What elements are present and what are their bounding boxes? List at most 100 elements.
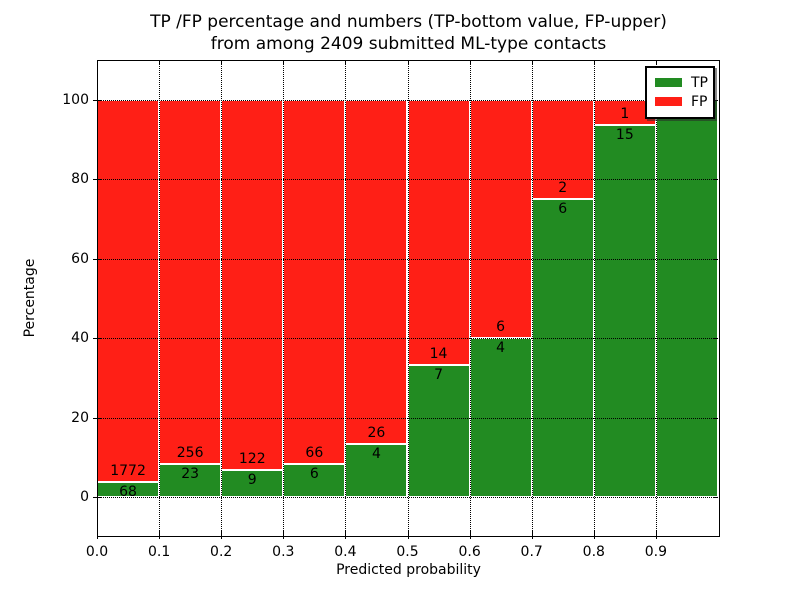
x-tick-label: 0.4 bbox=[334, 544, 357, 560]
fp-bar-segment bbox=[407, 100, 470, 365]
fp-legend-swatch-icon bbox=[655, 97, 682, 106]
x-tick-label: 0.6 bbox=[458, 544, 481, 560]
y-tick-mark-right bbox=[714, 100, 718, 101]
x-tick-mark bbox=[469, 531, 471, 539]
y-tick-mark-right bbox=[714, 179, 718, 181]
tp-bar-segment bbox=[159, 464, 222, 497]
vertical-gridline bbox=[407, 60, 409, 535]
x-tick-label: 0.5 bbox=[396, 544, 419, 560]
x-tick-mark-top bbox=[531, 60, 533, 64]
vertical-gridline bbox=[593, 60, 595, 535]
vertical-gridline bbox=[283, 60, 285, 535]
x-tick-label: 0.3 bbox=[272, 544, 295, 560]
fp-count-label: 26 bbox=[367, 425, 386, 442]
legend: TP FP bbox=[645, 66, 715, 119]
y-tick-label: 0 bbox=[80, 489, 89, 505]
tp-count-label: 4 bbox=[371, 446, 381, 463]
fp-bar-segment bbox=[159, 100, 222, 465]
x-tick-mark-top bbox=[469, 60, 471, 64]
x-tick-mark-top bbox=[159, 60, 161, 64]
x-tick-label: 0.0 bbox=[85, 544, 109, 560]
y-tick-mark-right bbox=[714, 258, 718, 260]
fp-count-label: 14 bbox=[429, 345, 448, 362]
y-tick-label: 20 bbox=[71, 409, 89, 426]
y-tick-mark bbox=[93, 417, 101, 419]
fp-bar-segment bbox=[469, 100, 532, 339]
fp-bar-segment bbox=[283, 100, 346, 464]
y-tick-label: 80 bbox=[71, 171, 89, 188]
x-tick-mark-top bbox=[345, 60, 347, 64]
y-tick-mark-right bbox=[714, 417, 718, 419]
y-axis-label: Percentage bbox=[22, 258, 38, 338]
tp-count-label: 68 bbox=[119, 484, 137, 501]
fp-bar-segment bbox=[345, 100, 408, 445]
y-tick-mark bbox=[93, 100, 101, 101]
tp-bar-segment bbox=[531, 199, 594, 497]
tp-count-label: 15 bbox=[615, 126, 634, 143]
x-tick-label: 0.8 bbox=[582, 544, 605, 560]
y-tick-mark-right bbox=[714, 338, 718, 340]
legend-row-fp: FP bbox=[655, 92, 708, 111]
y-tick-mark bbox=[93, 179, 101, 181]
x-tick-mark-top bbox=[407, 60, 409, 64]
tp-count-label: 6 bbox=[309, 465, 319, 482]
fp-bar-segment bbox=[531, 100, 594, 200]
vertical-gridline bbox=[531, 60, 533, 535]
fp-bar-segment bbox=[221, 100, 284, 470]
x-tick-mark-top bbox=[593, 60, 595, 64]
fp-count-label: 66 bbox=[305, 444, 324, 461]
tp-bar-segment bbox=[593, 124, 656, 497]
y-tick-mark bbox=[93, 258, 101, 260]
fp-count-label: 2 bbox=[558, 180, 568, 197]
tp-count-label: 6 bbox=[558, 201, 568, 218]
vertical-gridline bbox=[655, 60, 657, 535]
vertical-gridline bbox=[345, 60, 347, 535]
plot-area: 0.0 0.1 0.2 0.3 0.4 0.5 0.6 0.7 0.8 0.9 0 20 40 60 80 1… bbox=[62, 60, 720, 560]
x-tick-label: 0.2 bbox=[210, 544, 233, 560]
fp-count-label: 256 bbox=[176, 445, 204, 462]
tp-bar-segment bbox=[345, 444, 408, 497]
x-tick-mark bbox=[97, 531, 98, 539]
y-tick-mark bbox=[93, 497, 101, 498]
x-tick-mark bbox=[345, 531, 347, 539]
x-tick-mark bbox=[593, 531, 595, 539]
x-tick-mark bbox=[655, 531, 657, 539]
x-tick-label: 0.9 bbox=[644, 544, 668, 560]
fp-count-label: 122 bbox=[238, 450, 266, 467]
y-tick-label: 60 bbox=[71, 250, 89, 267]
fp-count-label: 1 bbox=[620, 105, 630, 122]
x-tick-mark bbox=[283, 531, 285, 539]
vertical-gridline bbox=[221, 60, 223, 535]
y-tick-label: 100 bbox=[62, 92, 89, 108]
legend-label-fp: FP bbox=[691, 93, 708, 110]
tp-count-label: 9 bbox=[247, 471, 257, 488]
chart-title-line1: TP /FP percentage and numbers (TP-bottom… bbox=[150, 12, 667, 32]
tp-bar-segment bbox=[655, 100, 718, 497]
x-tick-mark-top bbox=[221, 60, 223, 64]
x-tick-label: 0.1 bbox=[147, 544, 171, 560]
x-axis-label: Predicted probability bbox=[336, 562, 481, 578]
x-tick-mark bbox=[531, 531, 533, 539]
y-tick-mark bbox=[93, 338, 101, 340]
y-tick-label: 40 bbox=[71, 330, 89, 347]
tp-count-label: 23 bbox=[181, 466, 200, 483]
tp-legend-swatch-icon bbox=[655, 78, 682, 87]
chart-title-line2: from among 2409 submitted ML-type contac… bbox=[210, 34, 607, 54]
x-tick-mark bbox=[159, 531, 161, 539]
tp-bar-segment bbox=[407, 364, 470, 497]
tp-count-label: 7 bbox=[434, 366, 444, 383]
fp-bar-segment bbox=[97, 100, 160, 483]
x-tick-mark-top bbox=[655, 60, 657, 64]
legend-row-tp: TP bbox=[655, 73, 708, 92]
tp-bar-segment bbox=[469, 338, 532, 497]
x-tick-mark bbox=[221, 531, 223, 539]
legend-label-tp: TP bbox=[691, 74, 708, 91]
tp-count-label: 4 bbox=[496, 340, 506, 357]
fp-count-label: 6 bbox=[496, 319, 506, 336]
y-tick-mark-right bbox=[714, 497, 718, 498]
vertical-gridline bbox=[469, 60, 471, 535]
x-tick-label: 0.7 bbox=[520, 544, 543, 560]
fp-count-label: 1772 bbox=[110, 463, 146, 480]
vertical-gridline bbox=[159, 60, 161, 535]
